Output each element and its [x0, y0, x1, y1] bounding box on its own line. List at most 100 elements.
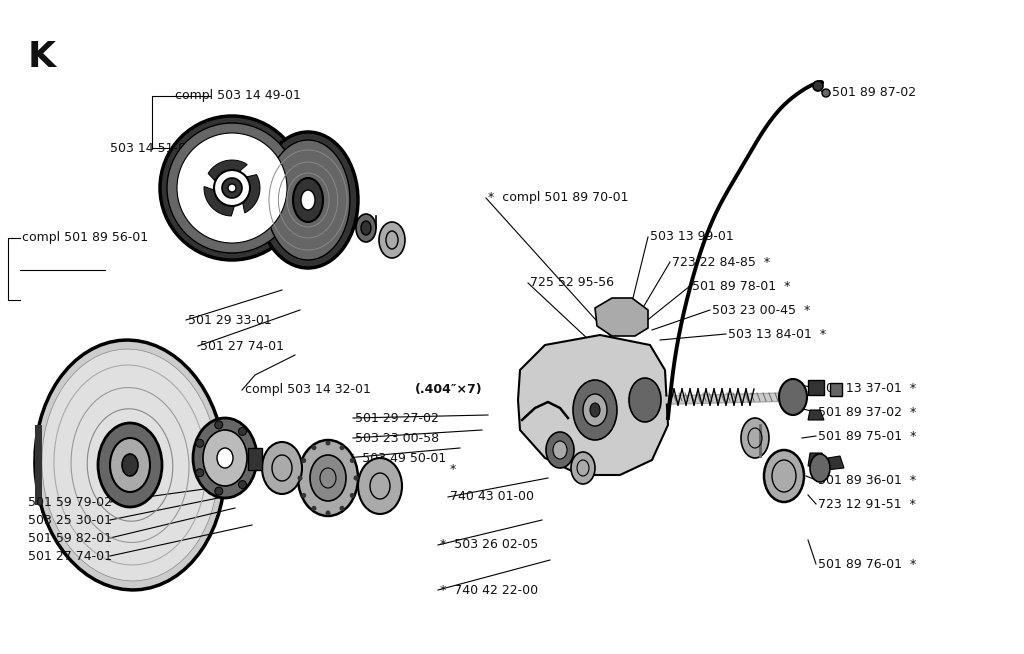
Circle shape — [239, 481, 247, 489]
Ellipse shape — [571, 452, 595, 484]
Text: 503 23 00-58: 503 23 00-58 — [355, 432, 439, 445]
Circle shape — [196, 439, 204, 447]
Text: 501 89 87-02: 501 89 87-02 — [831, 86, 916, 99]
Circle shape — [350, 493, 354, 498]
Ellipse shape — [583, 394, 607, 426]
Text: compl 503 14 32-01: compl 503 14 32-01 — [245, 383, 371, 396]
Ellipse shape — [222, 178, 242, 198]
Circle shape — [350, 458, 354, 463]
Text: compl 503 14 49-01: compl 503 14 49-01 — [175, 88, 301, 101]
Text: 503 13 84-01  *: 503 13 84-01 * — [728, 328, 826, 341]
Circle shape — [311, 506, 316, 511]
Circle shape — [353, 475, 358, 481]
Ellipse shape — [262, 442, 302, 494]
Circle shape — [239, 428, 247, 436]
Ellipse shape — [779, 379, 807, 415]
Polygon shape — [204, 186, 236, 216]
Circle shape — [340, 445, 344, 450]
Ellipse shape — [590, 403, 600, 417]
Ellipse shape — [310, 455, 346, 501]
Text: 501 89 76-01  *: 501 89 76-01 * — [818, 557, 916, 570]
Circle shape — [340, 506, 344, 511]
Text: 723 12 91-51  *: 723 12 91-51 * — [818, 498, 915, 511]
Text: 501 59 79-02: 501 59 79-02 — [28, 496, 112, 509]
Ellipse shape — [356, 214, 376, 242]
Circle shape — [249, 454, 257, 462]
Polygon shape — [242, 175, 260, 213]
Circle shape — [196, 469, 204, 477]
Ellipse shape — [546, 432, 574, 468]
Ellipse shape — [167, 123, 297, 253]
Polygon shape — [208, 160, 247, 184]
Circle shape — [822, 89, 830, 97]
Ellipse shape — [266, 140, 350, 260]
Circle shape — [301, 493, 306, 498]
Ellipse shape — [298, 440, 358, 516]
Ellipse shape — [214, 170, 250, 206]
Polygon shape — [808, 453, 826, 466]
Text: 725 52 95-56: 725 52 95-56 — [530, 277, 614, 290]
Ellipse shape — [193, 418, 257, 498]
Text: K: K — [28, 40, 56, 74]
Text: 503 23 00-45  *: 503 23 00-45 * — [712, 303, 810, 317]
Ellipse shape — [379, 222, 406, 258]
Ellipse shape — [764, 450, 804, 502]
Ellipse shape — [110, 438, 150, 492]
Circle shape — [215, 421, 223, 429]
Ellipse shape — [361, 221, 371, 235]
Polygon shape — [248, 448, 262, 470]
Text: 503 13 99-01: 503 13 99-01 — [650, 230, 734, 243]
Ellipse shape — [160, 116, 304, 260]
Ellipse shape — [629, 378, 662, 422]
Text: *  740 42 22-00: * 740 42 22-00 — [440, 583, 539, 596]
Text: (.404″×7): (.404″×7) — [415, 383, 482, 396]
Ellipse shape — [122, 454, 138, 476]
Ellipse shape — [573, 380, 617, 440]
Text: *  compl 501 89 70-01: * compl 501 89 70-01 — [488, 192, 629, 205]
Text: 501 29 27-02: 501 29 27-02 — [355, 411, 439, 424]
Ellipse shape — [741, 418, 769, 458]
Text: *: * — [450, 464, 457, 477]
Circle shape — [813, 81, 823, 91]
Circle shape — [215, 487, 223, 495]
Ellipse shape — [42, 349, 218, 581]
Ellipse shape — [228, 184, 236, 192]
Ellipse shape — [810, 454, 830, 482]
Ellipse shape — [35, 340, 225, 590]
Text: 501 29 33-01: 501 29 33-01 — [188, 313, 271, 326]
Polygon shape — [35, 425, 42, 505]
Ellipse shape — [98, 423, 162, 507]
Text: 740 43 01-00: 740 43 01-00 — [450, 490, 534, 504]
Text: 723 22 84-85  *: 723 22 84-85 * — [672, 256, 770, 269]
Polygon shape — [830, 383, 842, 396]
Text: 503 14 51-01: 503 14 51-01 — [110, 141, 194, 154]
Ellipse shape — [293, 178, 323, 222]
Ellipse shape — [358, 458, 402, 514]
Polygon shape — [595, 298, 648, 336]
Ellipse shape — [177, 133, 287, 243]
Text: 501 59 82-01: 501 59 82-01 — [28, 532, 112, 545]
Text: *  503 49 50-01: * 503 49 50-01 — [348, 451, 446, 464]
Text: 501 89 78-01  *: 501 89 78-01 * — [692, 279, 791, 292]
Text: *  503 26 02-05: * 503 26 02-05 — [440, 538, 539, 551]
Polygon shape — [808, 410, 824, 420]
Text: compl 501 89 56-01: compl 501 89 56-01 — [22, 232, 148, 245]
Circle shape — [298, 475, 302, 481]
Text: 501 89 36-01  *: 501 89 36-01 * — [818, 473, 916, 487]
Circle shape — [311, 445, 316, 450]
Circle shape — [326, 441, 331, 445]
Text: 501 27 74-01: 501 27 74-01 — [28, 549, 112, 562]
Circle shape — [301, 458, 306, 463]
Text: 501 27 74-01: 501 27 74-01 — [200, 339, 284, 353]
Ellipse shape — [217, 448, 233, 468]
Text: 501 89 75-01  *: 501 89 75-01 * — [818, 430, 916, 443]
Ellipse shape — [553, 441, 567, 459]
Polygon shape — [518, 335, 668, 475]
Polygon shape — [826, 456, 844, 470]
Polygon shape — [808, 380, 824, 395]
Ellipse shape — [301, 190, 315, 210]
Ellipse shape — [258, 132, 358, 268]
Text: 503 25 30-01: 503 25 30-01 — [28, 513, 112, 526]
Circle shape — [326, 511, 331, 515]
Text: 501 89 37-02  *: 501 89 37-02 * — [818, 405, 916, 419]
